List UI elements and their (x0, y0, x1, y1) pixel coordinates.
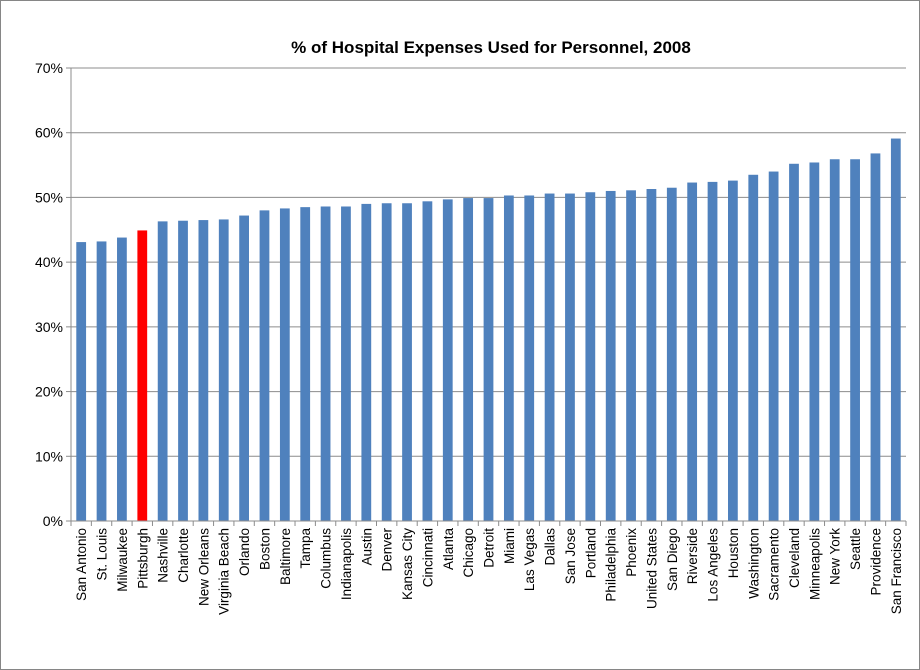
x-tick-label: San Francisco (889, 528, 904, 614)
x-tick-label: Los Angeles (706, 528, 721, 602)
x-tick-label: Kansas City (400, 528, 415, 600)
x-tick-label: Houston (726, 528, 741, 578)
x-tick-label: Seattle (848, 528, 863, 570)
bar (381, 203, 392, 521)
x-tick-label: Atlanta (441, 528, 456, 571)
x-tick-label: Phoenix (624, 528, 639, 577)
x-tick-label: San Antonio (74, 528, 89, 601)
x-tick-label: Tampa (298, 528, 313, 569)
x-tick-label: Miami (502, 528, 517, 564)
bar (748, 174, 759, 521)
x-tick-label: Baltimore (278, 528, 293, 585)
bar (76, 242, 87, 521)
x-tick-label: United States (644, 528, 659, 609)
bar (544, 193, 555, 521)
bar (442, 199, 453, 521)
bar (503, 195, 514, 522)
bar (626, 190, 636, 521)
bar (402, 203, 412, 521)
bar (96, 241, 107, 522)
x-tick-label: Columbus (319, 528, 334, 589)
x-tick-label: Detroit (482, 528, 497, 568)
bar (585, 192, 596, 521)
bar (870, 153, 881, 521)
x-tick-label: New Orleans (196, 528, 211, 606)
y-tick-label: 30% (35, 319, 63, 335)
x-tick-label: New York (828, 528, 843, 585)
x-tick-label: Charlotte (176, 528, 191, 583)
bar (279, 208, 290, 521)
x-tick-label: Sacramento (767, 528, 782, 601)
bar (239, 215, 249, 521)
bar (728, 180, 738, 522)
x-tick-label: Riverside (685, 528, 700, 584)
y-tick-label: 0% (43, 513, 63, 529)
x-tick-label: Cleveland (787, 528, 802, 588)
x-tick-label: Orlando (237, 528, 252, 576)
x-tick-label: Pittsburgh (135, 528, 150, 589)
bar (259, 210, 270, 521)
y-tick-label: 10% (35, 448, 63, 464)
x-tick-label: Philadelphia (604, 528, 619, 602)
x-tick-label: Dallas (543, 528, 558, 566)
x-tick-label: St. Louis (95, 528, 110, 581)
bar (320, 206, 331, 521)
bar (809, 162, 820, 522)
x-tick-label: Milwaukee (115, 528, 130, 592)
x-tick-label: Las Vegas (522, 528, 537, 591)
bar (483, 198, 494, 521)
bar (890, 138, 901, 521)
bar (707, 181, 718, 521)
x-tick-label: San Jose (563, 528, 578, 584)
x-tick-label: San Diego (665, 528, 680, 591)
x-tick-label: Portland (583, 528, 598, 578)
bar (850, 159, 860, 522)
x-tick-label: Virginia Beach (217, 528, 232, 615)
bar (422, 201, 433, 521)
bar (157, 221, 168, 521)
y-tick-label: 70% (35, 60, 63, 76)
bar (605, 190, 616, 521)
y-tick-label: 20% (35, 384, 63, 400)
bar (687, 182, 698, 521)
bar (768, 171, 779, 522)
x-tick-label: Cincinnati (420, 528, 435, 587)
bar (117, 237, 127, 521)
bar (218, 219, 229, 521)
y-tick-label: 50% (35, 189, 63, 205)
x-tick-label: Indianapolis (339, 528, 354, 600)
bar (300, 207, 311, 521)
bar (463, 198, 474, 521)
y-axis: 0% 10% 20% 30% 40% 50% 60% 70% (35, 60, 72, 529)
bar (646, 189, 657, 521)
bar (178, 220, 188, 521)
bar (789, 163, 799, 521)
y-tick-label: 40% (35, 254, 63, 270)
bars (76, 138, 901, 522)
bar (829, 159, 840, 522)
chart-title: % of Hospital Expenses Used for Personne… (291, 38, 691, 57)
x-tick-label: Providence (868, 528, 883, 596)
x-tick-label: Chicago (461, 528, 476, 578)
bar (565, 193, 575, 521)
bar (341, 206, 351, 521)
x-tick-label: Denver (380, 528, 395, 572)
bar (524, 195, 535, 522)
x-tick-label: Nashville (156, 528, 171, 583)
x-tick-label: Austin (359, 528, 374, 566)
bar (198, 220, 209, 522)
y-tick-label: 60% (35, 125, 63, 141)
bar (137, 230, 148, 521)
x-tick-label: Boston (257, 528, 272, 570)
bar (361, 203, 372, 521)
x-axis: San Antonio St. Louis Milwaukee Pittsburgh N… (70, 520, 907, 615)
x-tick-label: Washington (746, 528, 761, 599)
bar (666, 187, 677, 521)
x-tick-label: Minneapolis (807, 528, 822, 600)
